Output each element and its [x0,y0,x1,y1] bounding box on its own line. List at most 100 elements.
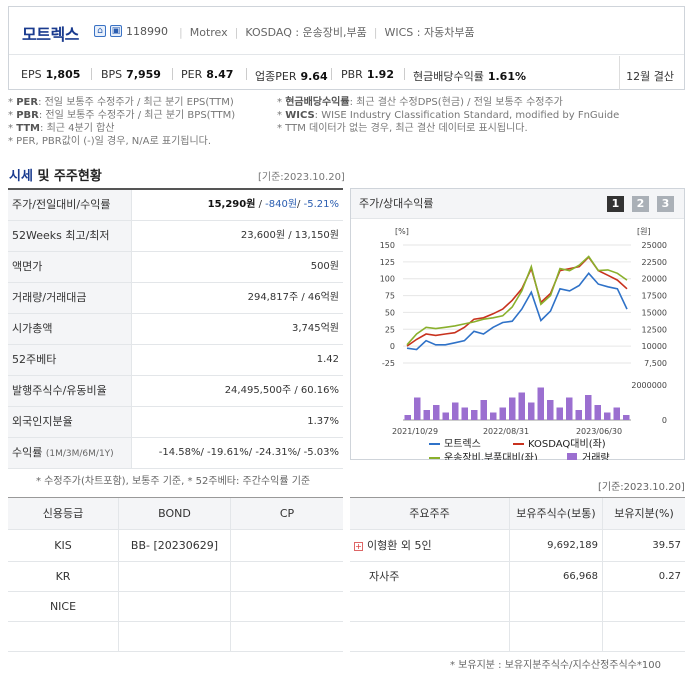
credit-rating-table: 신용등급 BOND CP KIS BB- [20230629] KR NICE [8,497,343,652]
x-tick-label: 2021/10/29 [392,427,438,436]
fiscal-settlement: 12월 결산 [626,70,674,83]
empty-cell [350,622,510,651]
note-ttm-missing: * TTM 데이터가 없는 경우, 최근 결산 데이터로 표시됩니다. [277,123,528,134]
bond-cell: BB- [20230629] [119,530,231,561]
legend-label: KOSDAQ대비(좌) [528,438,606,450]
empty-cell [350,592,510,621]
quote-table: 주가/전일대비/수익률 15,290원 / -840원/ -5.21% 52We… [8,188,343,469]
chart-page-2[interactable]: 2 [632,196,649,212]
table-row [8,622,343,652]
volume-bar [613,407,620,420]
right-tick-label: 7,500 [644,359,667,368]
volume-bar [604,412,611,420]
volume-bar [499,407,506,420]
returns-value: -14.58%/ -19.61%/ -24.31%/ -5.03% [158,447,339,458]
left-tick-label: 150 [380,241,395,250]
shares-cell: 9,692,189 [510,530,603,561]
right-axis-unit: [원] [637,227,651,236]
table-row [350,622,685,652]
volume-bar [575,410,582,420]
agency-cell: KR [8,562,119,591]
volume-bar [452,402,459,420]
row-value: 24,495,500주 / 60.16% [224,385,339,396]
note-ttm: * TTM: 최근 4분기 합산 [8,123,115,134]
bond-cell [119,592,231,621]
row-label: 액면가 [8,252,132,282]
empty-cell [510,622,603,651]
volume-bar [404,415,411,420]
cp-cell [231,592,343,621]
legend-swatch [567,453,577,460]
header-agency: 신용등급 [8,498,119,529]
cp-cell [231,530,343,561]
note-dividend: * 현금배당수익률: 최근 결산 수정DPS(현금) / 전일 보통주 수정주가 [277,97,563,108]
metric-dividend-yield: 현금배당수익률 1.61% [413,70,527,83]
agency-cell: KIS [8,530,119,561]
table-row: 주가/전일대비/수익률 15,290원 / -840원/ -5.21% [8,190,343,221]
left-tick-label: 100 [380,275,395,284]
legend-label: 거래량 [582,452,610,460]
header-cp: CP [279,507,295,520]
metric-industry-per: 업종PER 9.64 [255,70,328,83]
expand-icon[interactable]: + [354,542,363,551]
shares-cell: 66,968 [510,562,603,591]
holders-date: [기준:2023.10.20] [598,482,685,493]
row-label: 주가/전일대비/수익률 [8,190,132,220]
metric-bps: BPS 7,959 [101,68,161,81]
row-label: 52Weeks 최고/최저 [8,221,132,251]
empty-cell [603,592,685,621]
volume-bar [461,407,468,420]
note-wics: * WICS: WISE Industry Classification Sta… [277,110,620,121]
table-row [350,592,685,622]
table-row: 52Weeks 최고/최저 23,600원 / 13,150원 [8,221,343,252]
note-pbr: * PBR: 전일 보통주 수정주가 / 최근 분기 BPS(TTM) [8,110,236,121]
volume-bar [471,410,478,420]
pct-cell: 39.57 [652,540,681,551]
table-row: 액면가 500원 [8,252,343,283]
right-tick-label: 22500 [642,258,667,267]
price-chart: [%] [원] 150 125 100 75 50 25 0 -25 25000 22500 20… [380,227,667,460]
holder-cell[interactable]: + 이형환 외 5인 [350,530,510,561]
right-tick-label: 20000 [642,275,667,284]
volume-bar [509,397,516,420]
volume-bar [490,412,497,420]
stock-code: 118990 [126,25,168,38]
row-label: 52주베타 [8,345,132,375]
header-bond: BOND [119,498,231,529]
volume-bar [414,397,421,420]
header-holder: 주요주주 [350,498,510,529]
bond-cell [119,562,231,591]
chart-page-1[interactable]: 1 [607,196,624,212]
price-value: 15,290원 / -840원/ -5.21% [207,199,339,210]
building-icon[interactable]: ▣ [110,25,122,37]
table-row: 발행주식수/유동비율 24,495,500주 / 60.16% [8,376,343,407]
company-name: 모트렉스 [22,25,79,44]
holders-footnote: * 보유지분 : 보유지분주식수/지수산정주식수*100 [450,660,661,671]
volume-bar [594,405,601,420]
x-tick-label: 2023/06/30 [576,427,622,436]
row-value: 1.42 [316,354,339,365]
x-tick-label: 2022/08/31 [483,427,529,436]
volume-bar [556,407,563,420]
chart-page-3[interactable]: 3 [657,196,674,212]
header-pct: 보유지분(%) [614,507,674,520]
row-value: 3,745억원 [291,323,339,334]
legend-label: 모트렉스 [444,438,481,450]
table-row: 52주베타 1.42 [8,345,343,376]
metric-pbr: PBR 1.92 [341,68,394,81]
volume-bar [537,387,544,420]
row-label: 시가총액 [8,314,132,344]
section-date: [기준:2023.10.20] [258,172,345,183]
row-label: 외국인지분율 [8,407,132,437]
series-line-2 [406,255,628,347]
row-label: 거래량/거래대금 [8,283,132,313]
right-tick-label: 12500 [642,325,667,334]
holder-name: 자사주 [350,562,510,591]
pct-cell: 0.27 [658,571,681,582]
table-row: NICE [8,592,343,622]
home-icon[interactable]: ⌂ [94,25,106,37]
table-row: 시가총액 3,745억원 [8,314,343,345]
series-line-3 [406,255,628,346]
row-label: 발행주식수/유동비율 [8,376,132,406]
volume-bar [480,400,487,420]
